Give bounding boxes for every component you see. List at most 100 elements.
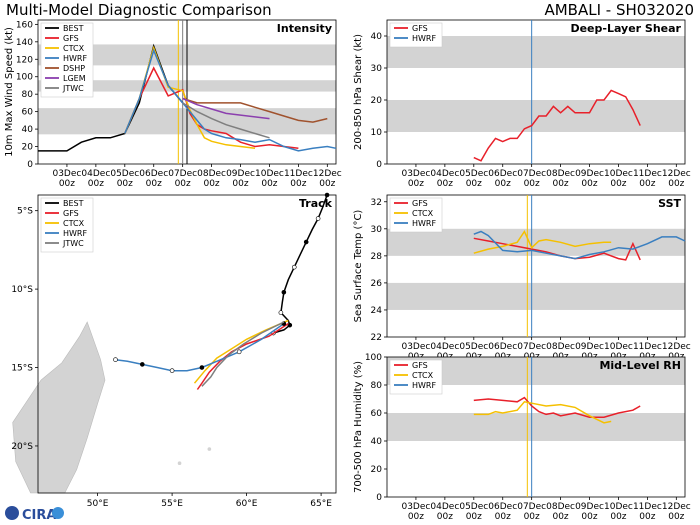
- track-point: [303, 239, 309, 245]
- x-tick-label-hour: 00z: [437, 179, 453, 189]
- x-tick-label: 08Dec: [546, 502, 575, 512]
- x-tick-label: 11Dec: [633, 342, 662, 352]
- y-tick-label: 30: [371, 225, 383, 235]
- x-tick-label: 04Dec: [81, 169, 110, 179]
- x-tick-label: 65°E: [310, 499, 332, 509]
- y-tick-label: 26: [371, 279, 383, 289]
- x-tick-label: 11Dec: [633, 502, 662, 512]
- x-tick-label: 09Dec: [575, 502, 604, 512]
- x-tick-label-hour: 00z: [290, 179, 306, 189]
- rh-ylabel: 700-500 hPa Humidity (%): [353, 361, 364, 493]
- legend-label-ctcx: CTCX: [63, 219, 85, 228]
- x-tick-label: 06Dec: [488, 502, 517, 512]
- y-tick-label: 22: [371, 333, 382, 343]
- track-point: [169, 368, 175, 373]
- track-point: [278, 310, 284, 315]
- y-tick-label: 0: [27, 160, 33, 170]
- x-tick-label: 06Dec: [488, 342, 517, 352]
- x-tick-label-hour: 00z: [146, 179, 162, 189]
- y-tick-label: 0: [376, 493, 382, 503]
- track-point: [281, 289, 287, 295]
- cira-logo: CIRA: [5, 506, 64, 523]
- x-tick-label: 08Dec: [546, 342, 575, 352]
- mauritius-land: [207, 447, 212, 451]
- track-point: [287, 322, 293, 328]
- x-tick-label: 55°E: [161, 499, 183, 509]
- y-tick-label: 20: [371, 96, 383, 106]
- x-tick-label: 09Dec: [575, 342, 604, 352]
- series-line-lgem: [182, 97, 270, 120]
- track-line-ctcx: [193, 319, 289, 384]
- x-tick-label-hour: 00z: [524, 179, 540, 189]
- x-tick-label-hour: 00z: [495, 179, 511, 189]
- y-tick-label: 100: [16, 73, 33, 83]
- track-point: [113, 357, 118, 362]
- y-tick-label: 80: [22, 90, 34, 100]
- x-tick-label-hour: 00z: [668, 512, 684, 522]
- x-tick-label-hour: 00z: [466, 512, 482, 522]
- x-tick-label: 12Dec: [662, 502, 691, 512]
- intensity-ylabel: 10m Max Wind Speed (kt): [4, 27, 15, 157]
- y-tick-label: 30: [371, 64, 383, 74]
- y-tick-label: 24: [371, 306, 383, 316]
- x-tick-label: 05Dec: [459, 502, 488, 512]
- y-tick-label: 10°S: [11, 285, 33, 295]
- x-tick-label: 03Dec: [401, 342, 430, 352]
- shear-title: Deep-Layer Shear: [570, 22, 681, 35]
- x-tick-label-hour: 00z: [639, 179, 655, 189]
- legend-label-hwrf: HWRF: [63, 54, 87, 63]
- x-tick-label: 08Dec: [197, 169, 226, 179]
- x-tick-label: 11Dec: [633, 169, 662, 179]
- y-tick-label: 40: [371, 437, 383, 447]
- legend-label-jtwc: JTWC: [62, 239, 84, 248]
- y-tick-label: 100: [365, 353, 382, 363]
- x-tick-label-hour: 00z: [408, 512, 424, 522]
- x-tick-label-hour: 00z: [524, 512, 540, 522]
- x-tick-label-hour: 00z: [319, 179, 335, 189]
- x-tick-label-hour: 00z: [610, 512, 626, 522]
- y-tick-label: 20: [371, 465, 383, 475]
- legend-label-best: BEST: [63, 24, 84, 33]
- x-tick-label: 07Dec: [168, 169, 197, 179]
- x-tick-label-hour: 00z: [437, 512, 453, 522]
- x-tick-label: 07Dec: [517, 342, 546, 352]
- reunion-land: [177, 461, 182, 466]
- legend-label-gfs: GFS: [412, 361, 428, 370]
- y-tick-label: 10: [371, 128, 383, 138]
- logo-text: CIRA: [22, 508, 56, 523]
- shaded-band: [387, 413, 685, 441]
- x-tick-label-hour: 00z: [581, 512, 597, 522]
- series-line-dshp: [182, 97, 328, 123]
- x-tick-label-hour: 00z: [639, 512, 655, 522]
- shaded-band: [387, 282, 685, 310]
- sst-frame: [386, 194, 686, 338]
- x-tick-label-hour: 00z: [495, 512, 511, 522]
- x-tick-label: 05Dec: [459, 342, 488, 352]
- track-point: [315, 216, 321, 221]
- y-tick-label: 28: [371, 252, 383, 262]
- x-tick-label: 03Dec: [401, 169, 430, 179]
- legend-box: [389, 22, 443, 48]
- intensity-panel: 02040608010012014016003Dec00z04Dec00z05D…: [4, 19, 342, 189]
- series-line-gfs: [473, 89, 641, 162]
- track-frame: [37, 194, 337, 494]
- track-line-hwrf: [115, 322, 285, 372]
- x-tick-label-hour: 00z: [466, 179, 482, 189]
- x-tick-label: 12Dec: [662, 169, 691, 179]
- x-tick-label: 04Dec: [430, 502, 459, 512]
- x-tick-label-hour: 00z: [552, 512, 568, 522]
- sst-title: SST: [658, 197, 681, 210]
- x-tick-label-hour: 00z: [408, 179, 424, 189]
- legend-label-hwrf: HWRF: [412, 219, 436, 228]
- legend-label-dshp: DSHP: [63, 64, 85, 73]
- y-tick-label: 20: [22, 143, 34, 153]
- series-line-hwrf: [473, 230, 686, 260]
- shear-ylabel: 200-850 hPa Shear (kt): [353, 34, 364, 150]
- y-tick-label: 40: [371, 32, 383, 42]
- series-line-jtwc: [182, 102, 270, 139]
- legend-label-hwrf: HWRF: [412, 34, 436, 43]
- y-tick-label: 120: [16, 55, 33, 65]
- x-tick-label-hour: 00z: [581, 179, 597, 189]
- track-point: [324, 192, 330, 198]
